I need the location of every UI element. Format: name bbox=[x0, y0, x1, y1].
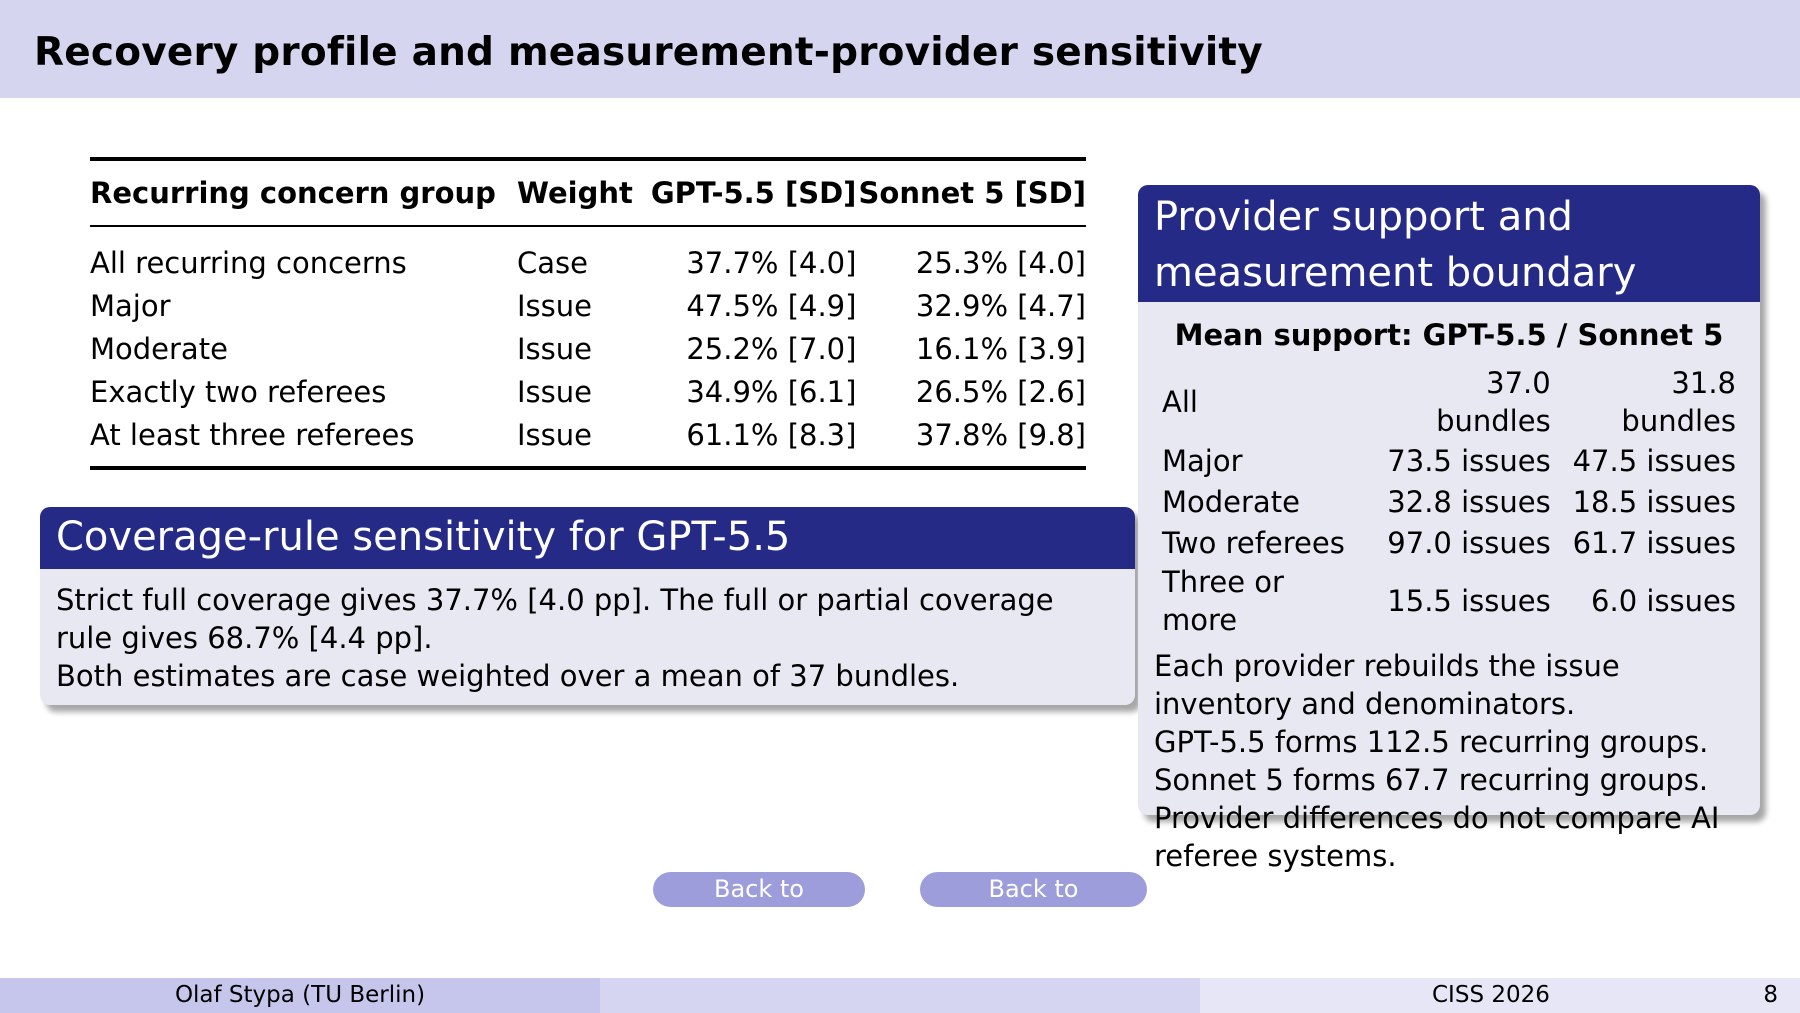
table-cell: Issue bbox=[517, 331, 592, 366]
block-text: Both estimates are case weighted over a … bbox=[56, 659, 960, 693]
table-cell: 25.2% [7.0] bbox=[686, 331, 857, 366]
table-header-row: Recurring concern group Weight GPT-5.5 [… bbox=[90, 161, 1086, 227]
footer-info-segment: CISS 2026 8 bbox=[1200, 978, 1800, 1013]
table-cell: 61.1% [8.3] bbox=[686, 417, 857, 452]
back-to-sensitivity-button[interactable]: Back to sensitivity bbox=[920, 872, 1147, 938]
table-cell: 16.1% [3.9] bbox=[915, 331, 1086, 366]
table-cell: Case bbox=[517, 245, 588, 280]
frame-title-bar: Recovery profile and measurement-provide… bbox=[0, 0, 1800, 98]
table-cell: 47.5 issues bbox=[1572, 443, 1736, 478]
table-cell: Issue bbox=[517, 288, 592, 323]
table-cell: 15.5 issues bbox=[1387, 584, 1551, 618]
table-row: Exactly two referees Issue 34.9% [6.1] 2… bbox=[90, 370, 1086, 413]
column-header-sonnet: Sonnet 5 [SD] bbox=[856, 161, 1086, 227]
provider-support-block: Provider support and measurement boundar… bbox=[1138, 185, 1760, 873]
table-cell: 18.5 issues bbox=[1572, 484, 1736, 519]
table-cell: Moderate bbox=[1162, 484, 1300, 519]
page-title: Recovery profile and measurement-provide… bbox=[34, 30, 1263, 75]
support-table-title: Mean support: GPT-5.5 / Sonnet 5 bbox=[1174, 318, 1724, 352]
table-cell: 25.3% [4.0] bbox=[915, 245, 1086, 280]
table-cell: 73.5 issues bbox=[1387, 443, 1551, 478]
block-body: Strict full coverage gives 37.7% [4.0 pp… bbox=[40, 569, 1135, 709]
table-cell: 6.0 issues bbox=[1591, 584, 1736, 618]
table-row: Major 73.5 issues 47.5 issues bbox=[1154, 440, 1744, 481]
table-cell: 61.7 issues bbox=[1572, 525, 1736, 560]
table-cell: 37.0 bundles bbox=[1436, 366, 1551, 438]
table-row: At least three referees Issue 61.1% [8.3… bbox=[90, 413, 1086, 466]
table-cell: Three or more bbox=[1162, 565, 1284, 637]
table-cell: Issue bbox=[517, 417, 592, 452]
provider-notes: Each provider rebuilds the issue invento… bbox=[1154, 647, 1744, 875]
recovery-table: Recurring concern group Weight GPT-5.5 [… bbox=[90, 157, 1086, 470]
coverage-sensitivity-block: Coverage-rule sensitivity for GPT-5.5 St… bbox=[40, 507, 1135, 705]
block-text: Strict full coverage gives 37.7% [4.0 pp… bbox=[56, 583, 1054, 655]
page-number: 8 bbox=[1763, 982, 1778, 1008]
support-table: All 37.0 bundles 31.8 bundles Major 73.5… bbox=[1154, 364, 1744, 639]
table-row: Moderate Issue 25.2% [7.0] 16.1% [3.9] bbox=[90, 327, 1086, 370]
note-text: Each provider rebuilds the issue invento… bbox=[1154, 649, 1620, 721]
table-cell: 37.8% [9.8] bbox=[915, 417, 1086, 452]
table-cell: 32.9% [4.7] bbox=[915, 288, 1086, 323]
table-cell: 97.0 issues bbox=[1387, 525, 1551, 560]
footer-author: Olaf Stypa (TU Berlin) bbox=[0, 978, 600, 1013]
footer-bar: Olaf Stypa (TU Berlin) CISS 2026 8 bbox=[0, 978, 1800, 1013]
table-cell: Moderate bbox=[90, 331, 228, 366]
back-to-recovery-button[interactable]: Back to recovery bbox=[653, 872, 865, 938]
table-cell: 32.8 issues bbox=[1387, 484, 1551, 519]
note-text: Sonnet 5 forms 67.7 recurring groups. bbox=[1154, 763, 1709, 797]
table-row: Moderate 32.8 issues 18.5 issues bbox=[1154, 481, 1744, 522]
table-row: Major Issue 47.5% [4.9] 32.9% [4.7] bbox=[90, 284, 1086, 327]
table-row: Two referees 97.0 issues 61.7 issues bbox=[1154, 522, 1744, 563]
column-header-group: Recurring concern group bbox=[90, 161, 517, 227]
table-cell: Issue bbox=[517, 374, 592, 409]
note-text: Provider differences do not compare AI r… bbox=[1154, 801, 1720, 873]
column-header-weight: Weight bbox=[517, 161, 649, 227]
footer-venue: CISS 2026 bbox=[1432, 982, 1550, 1008]
table-cell: Two referees bbox=[1162, 525, 1345, 560]
block-body: Mean support: GPT-5.5 / Sonnet 5 All 37.… bbox=[1138, 302, 1760, 889]
table-cell: Exactly two referees bbox=[90, 374, 387, 409]
table-cell: 31.8 bundles bbox=[1621, 366, 1736, 438]
block-title: Provider support and measurement boundar… bbox=[1138, 185, 1760, 302]
table-row: All 37.0 bundles 31.8 bundles bbox=[1154, 364, 1744, 440]
table-cell: Major bbox=[1162, 443, 1243, 478]
table-cell: All bbox=[1162, 385, 1198, 419]
table-cell: Major bbox=[90, 288, 171, 323]
footer-title-segment bbox=[600, 978, 1200, 1013]
table-cell: 47.5% [4.9] bbox=[686, 288, 857, 323]
note-text: GPT-5.5 forms 112.5 recurring groups. bbox=[1154, 725, 1709, 759]
column-header-gpt: GPT-5.5 [SD] bbox=[649, 161, 857, 227]
table-cell: 37.7% [4.0] bbox=[686, 245, 857, 280]
table-cell: 34.9% [6.1] bbox=[686, 374, 857, 409]
table-row: All recurring concerns Case 37.7% [4.0] … bbox=[90, 226, 1086, 284]
block-title: Coverage-rule sensitivity for GPT-5.5 bbox=[40, 507, 1135, 569]
table-row: Three or more 15.5 issues 6.0 issues bbox=[1154, 563, 1744, 639]
table-cell: All recurring concerns bbox=[90, 245, 407, 280]
table-cell: At least three referees bbox=[90, 417, 415, 452]
table-cell: 26.5% [2.6] bbox=[915, 374, 1086, 409]
